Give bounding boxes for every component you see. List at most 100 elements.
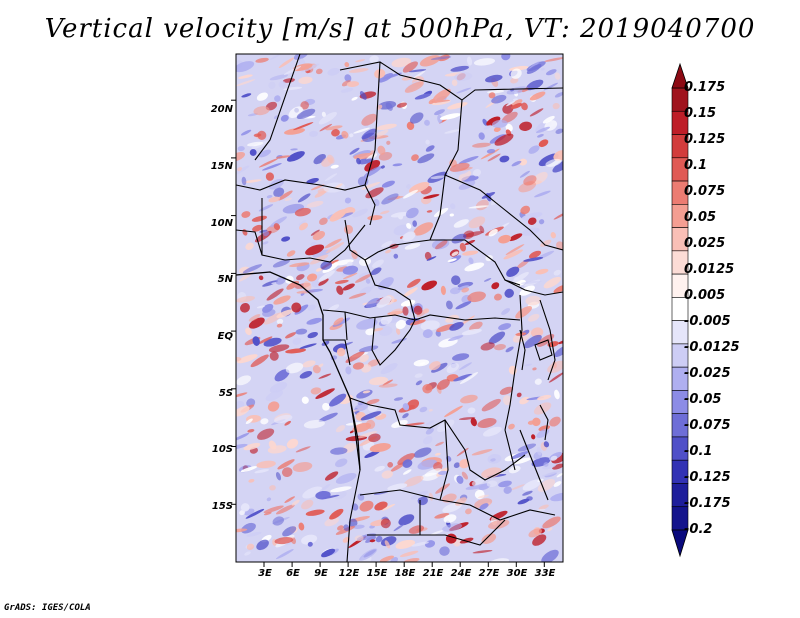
field-cell (384, 540, 391, 549)
field-cell (257, 130, 267, 140)
border-segment (344, 219, 521, 286)
field-cell (446, 363, 459, 374)
field-cell (449, 213, 454, 217)
field-cell (333, 259, 354, 266)
field-cell (491, 94, 507, 104)
field-cell (422, 383, 433, 394)
colorbar-bottom-arrow (671, 529, 689, 558)
field-cell (359, 500, 374, 512)
field-cell (542, 462, 557, 470)
lon-label: 3E (258, 568, 272, 579)
colorbar-top-arrow (671, 62, 689, 89)
coastline (236, 271, 361, 471)
field-cell (267, 401, 280, 412)
field-cell (278, 57, 294, 69)
field-cell (393, 523, 405, 532)
field-cell (237, 166, 243, 172)
field-cell (442, 523, 463, 532)
field-cell (299, 222, 308, 231)
field-cell (521, 102, 528, 111)
field-cell (528, 250, 542, 259)
field-cell (538, 139, 549, 148)
field-cell (301, 396, 309, 404)
field-cell (318, 270, 335, 282)
field-cell (550, 455, 558, 461)
field-cell (398, 514, 415, 526)
field-cell (358, 257, 372, 266)
field-cell (275, 471, 282, 481)
field-cell (438, 470, 448, 475)
field-cell (354, 535, 364, 542)
field-cell (424, 119, 430, 126)
field-cell (320, 261, 333, 270)
field-cell (310, 241, 317, 246)
field-cell (417, 153, 435, 164)
field-cell (293, 122, 314, 131)
lon-label: 9E (314, 568, 328, 579)
field-cell (295, 446, 311, 453)
field-cell (402, 403, 410, 411)
field-cell (526, 79, 544, 91)
field-cell (406, 183, 411, 189)
map-panel (231, 53, 564, 567)
field-cell (306, 200, 324, 208)
field-cell (466, 56, 473, 66)
field-cell (259, 229, 268, 233)
field-cell (395, 328, 401, 335)
field-cell (301, 63, 320, 73)
field-cell (402, 459, 413, 468)
field-cell (542, 516, 561, 529)
field-cell (481, 398, 501, 412)
field-cell (348, 292, 367, 299)
field-cell (247, 429, 255, 433)
colorbar-label: 0.075 (684, 184, 726, 199)
field-cell (343, 524, 350, 532)
field-cell (534, 378, 542, 385)
field-cell (361, 113, 377, 126)
field-cell (273, 295, 291, 305)
field-cell (552, 160, 563, 173)
field-cell (306, 177, 319, 184)
border-segment (236, 179, 376, 226)
field-cell (312, 365, 321, 374)
field-cell (473, 58, 496, 66)
field-cell (318, 373, 332, 379)
field-cell (257, 336, 273, 345)
field-cell (236, 295, 255, 303)
field-cell (505, 244, 525, 256)
field-cell (285, 362, 304, 374)
field-cell (425, 145, 435, 152)
field-cell (436, 379, 450, 390)
field-cell (503, 249, 523, 260)
field-cell (254, 469, 269, 474)
field-cell (324, 173, 338, 182)
field-cell (333, 317, 344, 326)
field-cell (459, 242, 467, 252)
field-cell (377, 145, 386, 155)
lon-label: 24E (450, 568, 472, 579)
field-cell (417, 459, 438, 470)
field-cell (454, 72, 473, 81)
field-cell (358, 345, 379, 353)
field-cell (236, 165, 250, 176)
field-cell (396, 102, 407, 108)
field-cell (543, 276, 561, 289)
field-cell (315, 388, 335, 399)
field-cell (321, 111, 326, 118)
field-cell (502, 103, 514, 114)
map-frame (235, 53, 564, 563)
field-cell (552, 102, 560, 110)
field-cell (426, 256, 437, 261)
field-cell (368, 433, 381, 443)
field-cell (532, 367, 537, 371)
lon-label: 6E (286, 568, 300, 579)
field-cell (274, 369, 290, 382)
field-cell (459, 459, 470, 469)
field-cell (456, 475, 464, 484)
field-cell (319, 483, 331, 492)
field-cell (545, 69, 557, 76)
field-cell (485, 74, 503, 83)
field-cell (414, 93, 431, 100)
colorbar-label: 0.175 (684, 80, 726, 95)
field-cell (352, 362, 364, 370)
